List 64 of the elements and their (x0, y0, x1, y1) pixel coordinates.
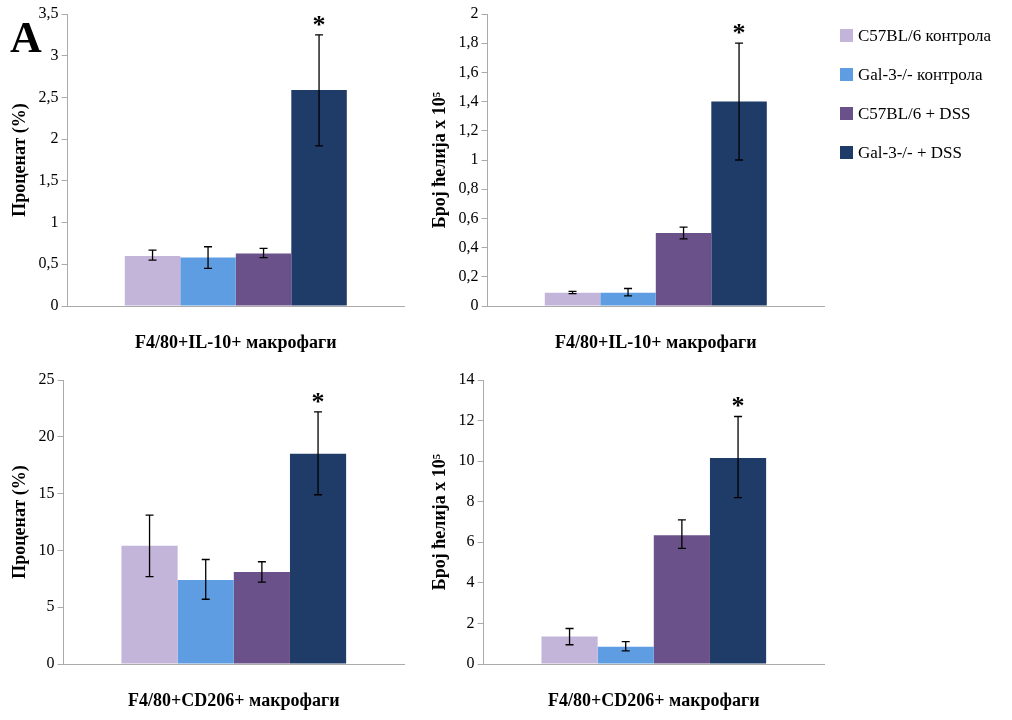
bar (177, 579, 234, 664)
legend-label: Gal-3-/- контрола (858, 64, 983, 85)
y-tick-label: 2,5 (38, 87, 59, 105)
y-tick-label: 0,8 (458, 179, 479, 197)
bar (233, 571, 290, 664)
y-tick-label: 20 (38, 427, 55, 444)
bar (289, 453, 347, 664)
y-tick-label: 3 (50, 45, 59, 63)
y-tick-label: 0 (470, 296, 479, 314)
y-axis-title: Број ћелија x 10⁵ (429, 453, 450, 591)
y-tick-label: 1,4 (458, 91, 479, 109)
y-axis-title: Проценат (%) (9, 465, 31, 579)
x-axis-title: F4/80+CD206+ макрофаги (128, 689, 340, 710)
annotation: * (732, 17, 746, 47)
y-tick-label: 0 (50, 296, 59, 314)
annotation: * (311, 386, 325, 416)
y-tick-label: 2 (50, 129, 59, 147)
bar (655, 233, 712, 306)
bar (124, 255, 181, 306)
annotation: * (312, 9, 326, 39)
legend-label: C57BL/6 + DSS (858, 103, 971, 124)
annotation: * (731, 391, 745, 421)
bar (541, 636, 598, 664)
y-tick-label: 5 (46, 597, 55, 615)
y-tick-label: 2 (470, 4, 479, 22)
bar (121, 545, 178, 664)
bar (653, 535, 710, 664)
bar (709, 458, 767, 664)
bar (544, 292, 601, 306)
y-tick-label: 1,5 (38, 171, 59, 189)
y-axis-title: Број ћелија x 10⁵ (429, 91, 450, 229)
bar (235, 253, 292, 306)
y-tick-label: 10 (458, 451, 475, 469)
y-tick-label: 1 (470, 150, 479, 168)
bar (597, 646, 654, 664)
y-tick-label: 8 (466, 491, 475, 509)
y-tick-label: 1 (50, 212, 59, 230)
y-tick-label: 0,5 (38, 254, 59, 272)
x-axis-title: F4/80+IL-10+ макрофаги (135, 331, 337, 352)
x-axis-title: F4/80+CD206+ макрофаги (548, 689, 760, 710)
x-axis-title: F4/80+IL-10+ макрофаги (555, 331, 757, 352)
legend-label: C57BL/6 контрола (858, 25, 991, 46)
y-tick-label: 1,8 (458, 33, 479, 51)
y-tick-label: 0 (46, 654, 55, 672)
y-tick-label: 0 (466, 654, 475, 672)
y-tick-label: 1,2 (458, 121, 479, 138)
y-tick-label: 12 (458, 410, 475, 428)
bar (180, 257, 236, 306)
y-tick-label: 1,6 (458, 62, 479, 80)
y-tick-label: 6 (466, 532, 475, 550)
y-tick-label: 2 (466, 613, 475, 631)
y-tick-label: 10 (38, 540, 55, 558)
y-tick-label: 0,6 (458, 208, 479, 226)
y-tick-label: 14 (458, 370, 475, 388)
bar (711, 101, 767, 306)
y-tick-label: 25 (38, 370, 55, 388)
bar (291, 89, 347, 306)
bar (600, 292, 656, 306)
y-axis-title: Проценат (%) (9, 103, 31, 217)
y-tick-label: 0,4 (458, 237, 479, 255)
y-tick-label: 15 (38, 483, 55, 501)
y-tick-label: 0,2 (458, 267, 479, 284)
legend-label: Gal-3-/- + DSS (858, 142, 963, 163)
y-tick-label: 4 (466, 573, 475, 591)
